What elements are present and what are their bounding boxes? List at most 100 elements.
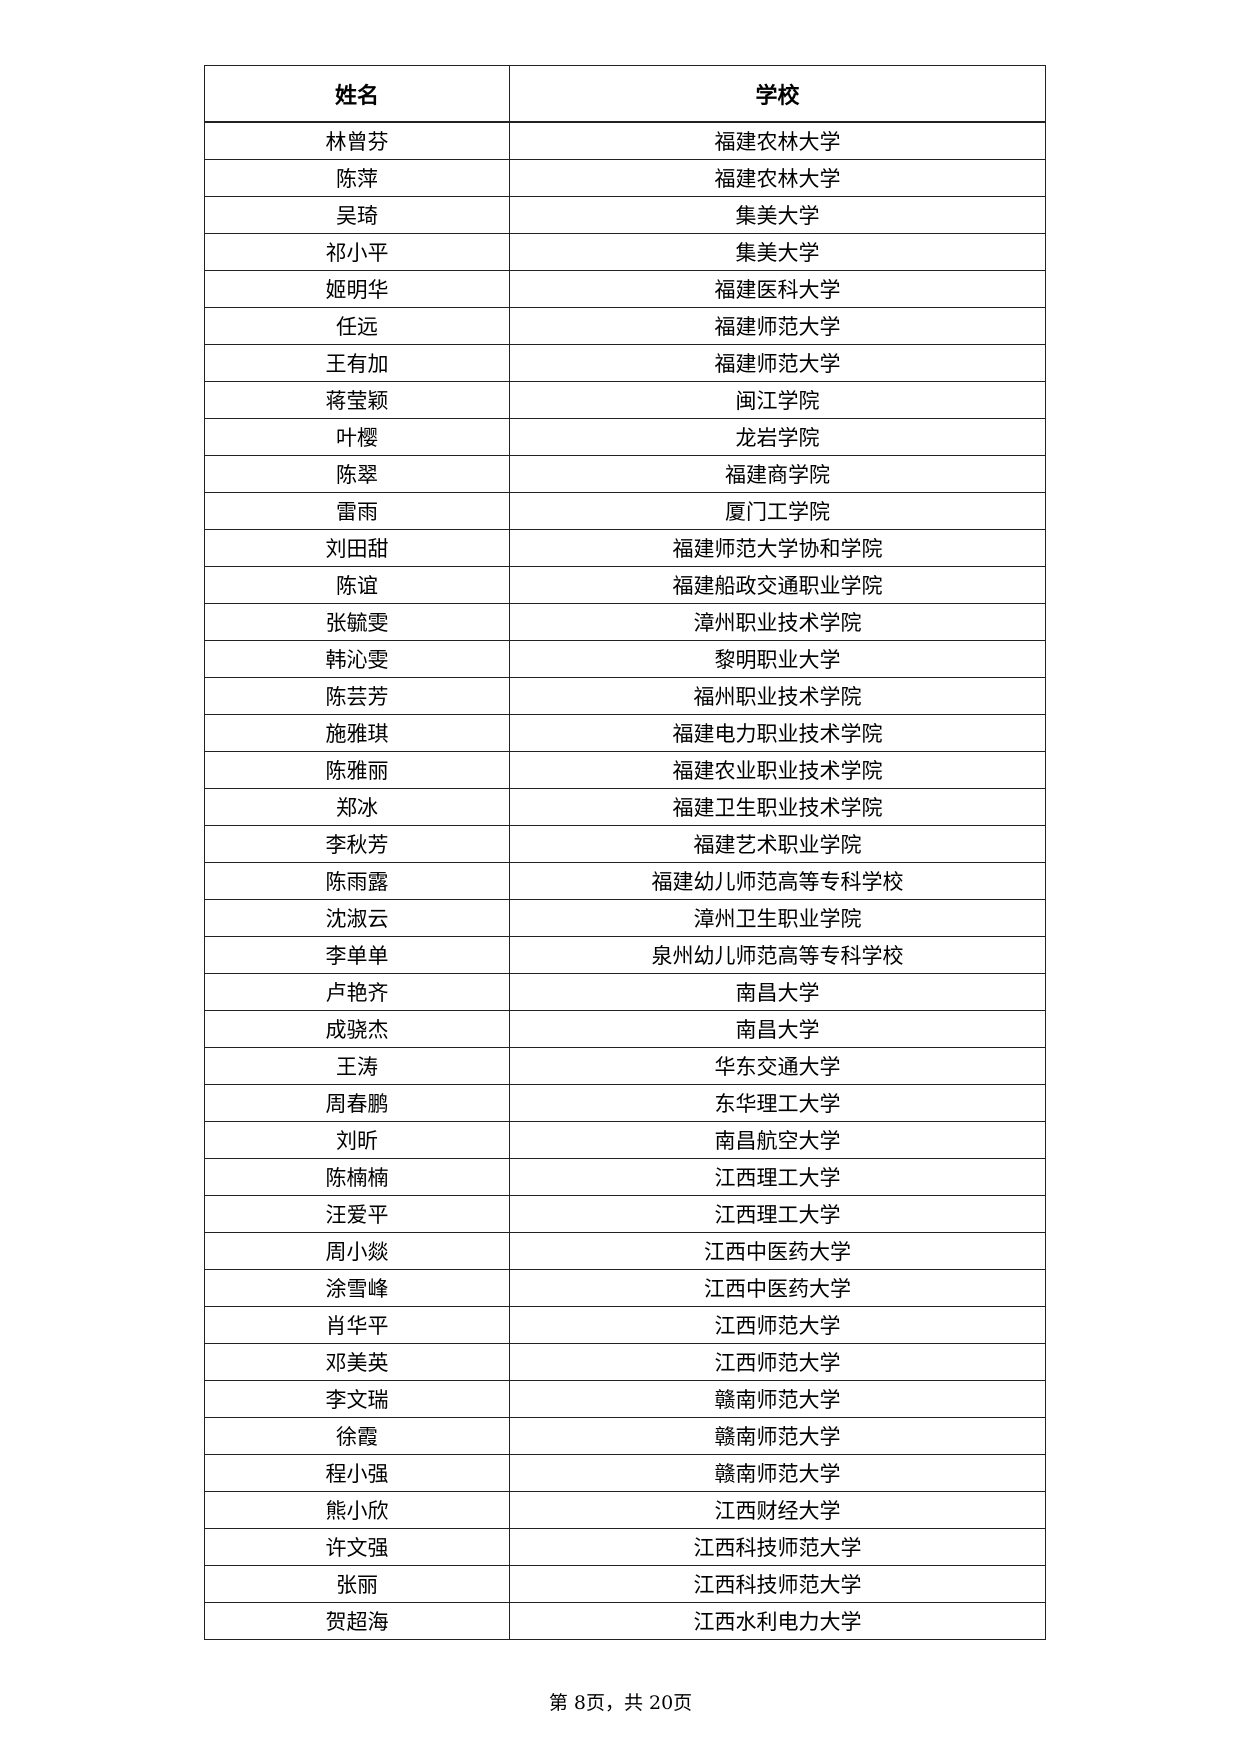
table-row: 徐霞 赣南师范大学: [204, 1417, 1046, 1455]
table-row: 陈谊 福建船政交通职业学院: [204, 566, 1046, 604]
header-name: 姓名: [204, 65, 510, 123]
table-row: 陈翠 福建商学院: [204, 455, 1046, 493]
table-row: 刘田甜 福建师范大学协和学院: [204, 529, 1046, 567]
table-row: 许文强 江西科技师范大学: [204, 1528, 1046, 1566]
table-row: 吴琦 集美大学: [204, 196, 1046, 234]
name-cell: 吴琦: [204, 196, 510, 234]
school-cell: 黎明职业大学: [509, 640, 1046, 678]
school-cell: 福建卫生职业技术学院: [509, 788, 1046, 826]
school-cell: 江西师范大学: [509, 1306, 1046, 1344]
table-row: 邓美英 江西师范大学: [204, 1343, 1046, 1381]
name-cell: 肖华平: [204, 1306, 510, 1344]
table-row: 雷雨 厦门工学院: [204, 492, 1046, 530]
name-cell: 张丽: [204, 1565, 510, 1603]
name-cell: 施雅琪: [204, 714, 510, 752]
school-cell: 南昌航空大学: [509, 1121, 1046, 1159]
school-cell: 福建幼儿师范高等专科学校: [509, 862, 1046, 900]
name-cell: 韩沁雯: [204, 640, 510, 678]
name-cell: 陈翠: [204, 455, 510, 493]
name-cell: 李单单: [204, 936, 510, 974]
school-cell: 东华理工大学: [509, 1084, 1046, 1122]
table-row: 汪爱平 江西理工大学: [204, 1195, 1046, 1233]
school-cell: 漳州职业技术学院: [509, 603, 1046, 641]
school-cell: 福建农林大学: [509, 121, 1046, 160]
name-cell: 王涛: [204, 1047, 510, 1085]
table-row: 陈雨露 福建幼儿师范高等专科学校: [204, 862, 1046, 900]
school-cell: 江西科技师范大学: [509, 1565, 1046, 1603]
name-cell: 周春鹏: [204, 1084, 510, 1122]
name-cell: 任远: [204, 307, 510, 345]
name-cell: 郑冰: [204, 788, 510, 826]
school-cell: 南昌大学: [509, 973, 1046, 1011]
header-school: 学校: [509, 65, 1046, 123]
school-cell: 江西中医药大学: [509, 1269, 1046, 1307]
name-cell: 成骁杰: [204, 1010, 510, 1048]
table-row: 成骁杰 南昌大学: [204, 1010, 1046, 1048]
name-cell: 陈谊: [204, 566, 510, 604]
school-cell: 福建船政交通职业学院: [509, 566, 1046, 604]
table-row: 张毓雯 漳州职业技术学院: [204, 603, 1046, 641]
school-cell: 漳州卫生职业学院: [509, 899, 1046, 937]
school-cell: 福建医科大学: [509, 270, 1046, 308]
table-row: 周春鹏 东华理工大学: [204, 1084, 1046, 1122]
school-cell: 福建师范大学: [509, 307, 1046, 345]
table-row: 肖华平 江西师范大学: [204, 1306, 1046, 1344]
school-cell: 福建农业职业技术学院: [509, 751, 1046, 789]
table-row: 涂雪峰 江西中医药大学: [204, 1269, 1046, 1307]
name-cell: 陈萍: [204, 159, 510, 197]
table-row: 张丽 江西科技师范大学: [204, 1565, 1046, 1603]
table-row: 李文瑞 赣南师范大学: [204, 1380, 1046, 1418]
school-cell: 福建师范大学协和学院: [509, 529, 1046, 567]
name-cell: 叶樱: [204, 418, 510, 456]
name-cell: 李文瑞: [204, 1380, 510, 1418]
table-row: 郑冰 福建卫生职业技术学院: [204, 788, 1046, 826]
table-row: 卢艳齐 南昌大学: [204, 973, 1046, 1011]
table-row: 王有加 福建师范大学: [204, 344, 1046, 382]
name-cell: 程小强: [204, 1454, 510, 1492]
name-cell: 林曾芬: [204, 121, 510, 160]
school-cell: 江西师范大学: [509, 1343, 1046, 1381]
table-row: 祁小平 集美大学: [204, 233, 1046, 271]
name-cell: 刘昕: [204, 1121, 510, 1159]
name-cell: 卢艳齐: [204, 973, 510, 1011]
school-cell: 集美大学: [509, 196, 1046, 234]
name-cell: 祁小平: [204, 233, 510, 271]
table-row: 熊小欣 江西财经大学: [204, 1491, 1046, 1529]
name-cell: 涂雪峰: [204, 1269, 510, 1307]
school-cell: 江西财经大学: [509, 1491, 1046, 1529]
name-cell: 刘田甜: [204, 529, 510, 567]
name-cell: 沈淑云: [204, 899, 510, 937]
name-cell: 周小燚: [204, 1232, 510, 1270]
school-cell: 江西理工大学: [509, 1195, 1046, 1233]
name-cell: 陈雅丽: [204, 751, 510, 789]
table-row: 李单单 泉州幼儿师范高等专科学校: [204, 936, 1046, 974]
table-row: 林曾芬 福建农林大学: [204, 121, 1046, 160]
school-cell: 江西水利电力大学: [509, 1602, 1046, 1640]
table-row: 蒋莹颖 闽江学院: [204, 381, 1046, 419]
name-cell: 熊小欣: [204, 1491, 510, 1529]
school-cell: 赣南师范大学: [509, 1417, 1046, 1455]
school-cell: 南昌大学: [509, 1010, 1046, 1048]
table-row: 王涛 华东交通大学: [204, 1047, 1046, 1085]
school-cell: 福建电力职业技术学院: [509, 714, 1046, 752]
table-row: 程小强 赣南师范大学: [204, 1454, 1046, 1492]
table-row: 刘昕 南昌航空大学: [204, 1121, 1046, 1159]
table-row: 李秋芳 福建艺术职业学院: [204, 825, 1046, 863]
name-cell: 贺超海: [204, 1602, 510, 1640]
school-cell: 泉州幼儿师范高等专科学校: [509, 936, 1046, 974]
school-cell: 福建商学院: [509, 455, 1046, 493]
table-row: 陈芸芳 福州职业技术学院: [204, 677, 1046, 715]
name-cell: 邓美英: [204, 1343, 510, 1381]
table-row: 施雅琪 福建电力职业技术学院: [204, 714, 1046, 752]
name-cell: 张毓雯: [204, 603, 510, 641]
school-cell: 福建农林大学: [509, 159, 1046, 197]
name-cell: 汪爱平: [204, 1195, 510, 1233]
page-footer: 第 8页，共 20页: [548, 1692, 693, 1714]
table-row: 沈淑云 漳州卫生职业学院: [204, 899, 1046, 937]
name-cell: 李秋芳: [204, 825, 510, 863]
school-cell: 闽江学院: [509, 381, 1046, 419]
name-cell: 陈芸芳: [204, 677, 510, 715]
school-cell: 江西科技师范大学: [509, 1528, 1046, 1566]
table-row: 贺超海 江西水利电力大学: [204, 1602, 1046, 1640]
table-row: 陈楠楠 江西理工大学: [204, 1158, 1046, 1196]
